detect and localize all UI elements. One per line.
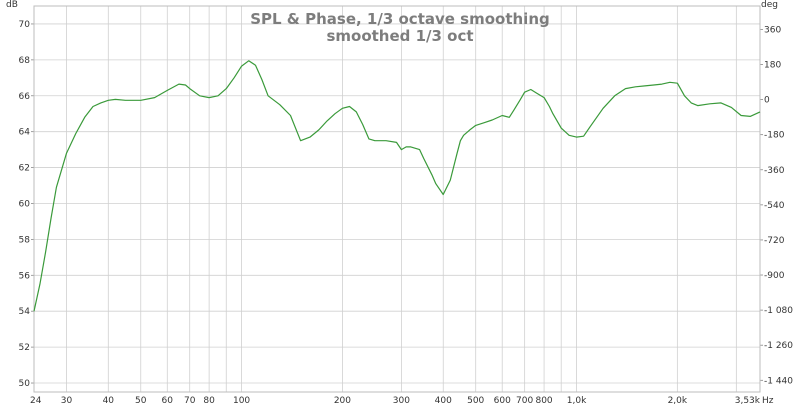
y2-tick-label: 360 (764, 25, 781, 35)
x-tick-label: 3,53k (735, 396, 761, 406)
tick-labels: 50 52 54 56 58 60 62 64 66 68 70 360 180 0 -180 -360 -54… (19, 20, 794, 406)
grid-lines (31, 6, 763, 392)
x-tick-label: 40 (103, 396, 115, 406)
y-tick-label: 68 (19, 56, 31, 66)
y-tick-label: 60 (19, 199, 31, 209)
x-tick-label: 400 (435, 396, 452, 406)
x-tick-label: 300 (393, 396, 410, 406)
x-tick-label: 1,0k (567, 396, 587, 406)
y-tick-label: 52 (19, 343, 30, 353)
plot-frame (33, 5, 761, 393)
x-axis-unit-label: Hz (762, 396, 774, 406)
y-tick-label: 50 (19, 379, 31, 389)
x-tick-label: 30 (61, 396, 73, 406)
y2-tick-label: -1 260 (764, 341, 793, 351)
chart-title: SPL & Phase, 1/3 octave smoothing (250, 10, 550, 28)
x-tick-label: 100 (233, 396, 250, 406)
x-tick-label: 600 (494, 396, 511, 406)
y-axis-unit-label: dB (6, 0, 18, 10)
y2-tick-label: -720 (764, 236, 785, 246)
x-tick-label: 24 (30, 396, 42, 406)
x-tick-label: 700 (516, 396, 533, 406)
y-tick-label: 62 (19, 164, 30, 174)
x-tick-label: 60 (162, 396, 174, 406)
y2-tick-label: 180 (764, 60, 781, 70)
y2-tick-label: -540 (764, 201, 785, 211)
y2-tick-label: -1 080 (764, 306, 793, 316)
y2-tick-label: -900 (764, 271, 785, 281)
x-tick-label: 500 (467, 396, 484, 406)
y-tick-label: 56 (19, 271, 31, 281)
y2-axis-unit-label: deg (761, 0, 778, 10)
y-tick-label: 54 (19, 307, 31, 317)
x-tick-label: 80 (203, 396, 215, 406)
y-tick-label: 70 (19, 20, 31, 30)
x-tick-label: 50 (135, 396, 147, 406)
chart-subtitle: smoothed 1/3 oct (326, 27, 473, 45)
y2-tick-label: -360 (764, 166, 785, 176)
y-tick-label: 58 (19, 235, 31, 245)
x-tick-label: 200 (334, 396, 351, 406)
y-tick-label: 66 (19, 92, 31, 102)
y-tick-label: 64 (19, 128, 31, 138)
x-tick-label: 800 (535, 396, 552, 406)
y2-tick-label: -1 440 (764, 376, 793, 386)
spl-series-line (33, 60, 761, 312)
x-tick-label: 70 (184, 396, 196, 406)
y2-tick-label: 0 (764, 96, 770, 106)
x-tick-label: 2,0k (668, 396, 688, 406)
y2-tick-label: -180 (764, 131, 785, 141)
